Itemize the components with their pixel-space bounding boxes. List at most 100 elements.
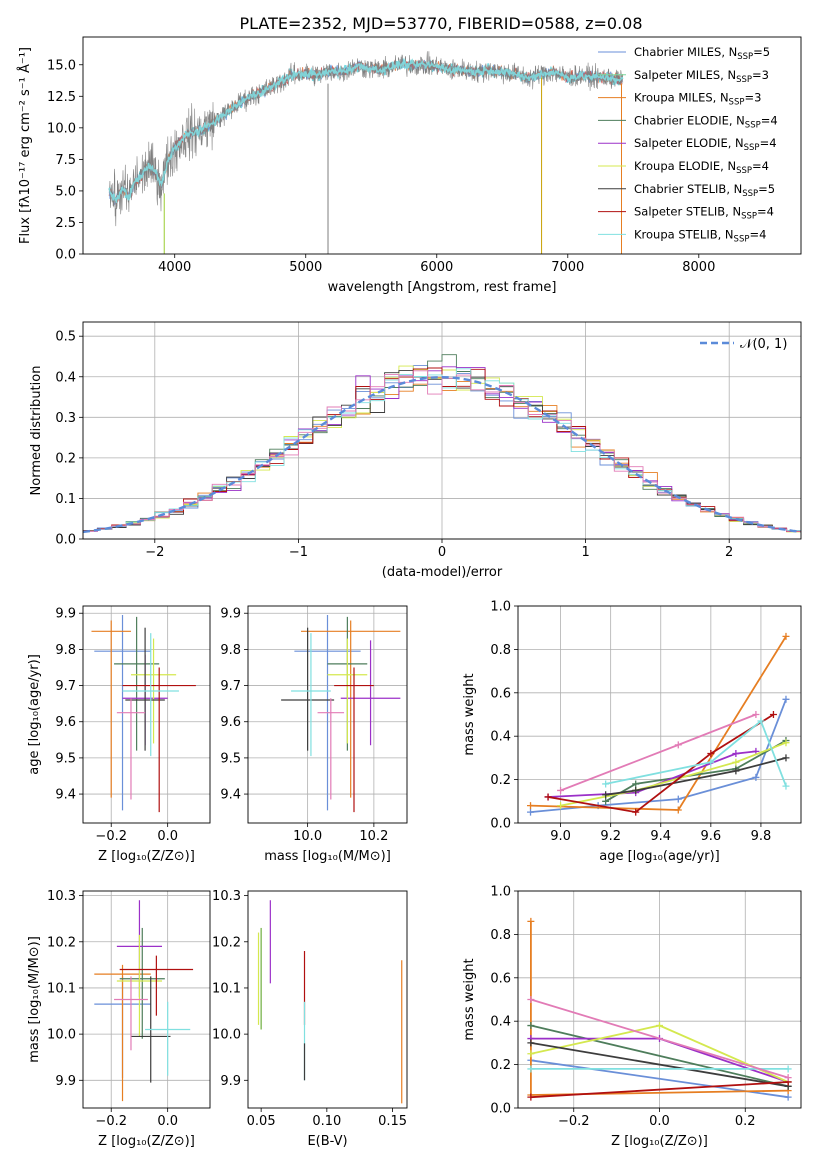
observed-spectrum-line (108, 51, 624, 227)
x-tick-label: 0.0 (157, 829, 178, 844)
axis-ticks: −0.2 0.0 0.2 0.0 0.2 0.4 0.6 0.8 1.0 (490, 885, 755, 1130)
axis-ticks: 9.0 9.2 9.4 9.6 9.8 0.0 0.2 0.4 0.6 0.8 1.0 (490, 600, 771, 845)
axes-frame (82, 605, 211, 824)
legend-subscript: SSP (737, 52, 753, 62)
legend-name: Chabrier STELIB, N (634, 182, 742, 196)
errorbar-point (317, 698, 345, 800)
y-tick-label: 9.9 (220, 607, 241, 622)
y-tick-label: 0.2 (55, 451, 76, 466)
mass-weight-marker (784, 1065, 792, 1073)
x-tick-label: 0.0 (157, 1114, 178, 1129)
y-axis-label: mass weight (462, 958, 477, 1040)
y-tick-label: 0.0 (55, 248, 76, 263)
legend-subscript: SSP (734, 234, 750, 244)
y-tick-label: 10.1 (47, 981, 76, 996)
plot-area (94, 900, 194, 1102)
y-axis-label: Normed distribution (29, 366, 44, 496)
y-tick-label: 9.9 (55, 607, 76, 622)
y-tick-label: 10.2 (47, 935, 76, 950)
axis-ticks: 4000 5000 6000 7000 8000 0.0 2.5 5.0 7.5 10.0 12.5… (47, 58, 715, 275)
y-tick-label: 0.0 (55, 533, 76, 548)
legend-name: Kroupa STELIB, N (634, 227, 734, 241)
x-tick-label: 9.2 (600, 829, 621, 844)
plot-area (527, 917, 792, 1101)
legend-entry-label: Salpeter MILES, NSSP=3 (634, 68, 769, 85)
mass-weight-marker (527, 802, 535, 810)
y-tick-label: 0.6 (490, 971, 511, 986)
mass-weight-marker (602, 791, 610, 799)
y-tick-label: 7.5 (55, 153, 76, 168)
legend-count: =4 (749, 227, 766, 241)
figure-title: PLATE=2352, MJD=53770, FIBERID=0588, z=0… (239, 14, 642, 33)
y-tick-label: 9.8 (55, 643, 76, 658)
mass-weight-marker (527, 1065, 535, 1073)
y-tick-label: 9.4 (55, 788, 76, 803)
x-tick-label: 9.8 (751, 829, 772, 844)
y-axis-label: mass [log₁₀(M/M⊙)] (27, 936, 42, 1063)
x-tick-label: 1 (581, 545, 589, 560)
x-tick-label: 0 (438, 545, 446, 560)
mass-weight-line (530, 1042, 789, 1088)
mass-weight-marker (656, 1022, 663, 1030)
x-tick-label: 2 (725, 545, 733, 560)
mass-weight-line (547, 713, 774, 814)
x-tick-label: 4000 (158, 260, 191, 275)
y-tick-label: 0.0 (490, 817, 511, 832)
mass-weight-line (605, 757, 787, 796)
mass-weight-marker (707, 750, 715, 758)
y-tick-label: 9.7 (55, 679, 76, 694)
legend-subscript: SSP (729, 98, 745, 108)
chart-mass-vs-EBV: 0.05 0.10 0.15 9.9 10.0 10.1 10.2 10.3 E(B-V) (212, 889, 408, 1149)
y-axis-label: age [log₁₀(age/yr)] (27, 654, 42, 775)
errorbar-point (340, 640, 401, 746)
chart-weight-vs-age: 9.0 9.2 9.4 9.6 9.8 0.0 0.2 0.4 0.6 0.8 1.0 age [lo… (462, 600, 802, 864)
mass-weight-marker (782, 632, 790, 640)
y-tick-label: 9.6 (55, 715, 76, 730)
errorbar-point (116, 934, 163, 1037)
x-tick-label: 8000 (682, 260, 715, 275)
y-tick-label: 10.0 (212, 1028, 241, 1043)
y-tick-label: 5.0 (55, 184, 76, 199)
y-tick-label: 9.5 (220, 751, 241, 766)
legend-count: =4 (757, 205, 774, 219)
x-axis-label: age [log₁₀(age/yr)] (599, 849, 720, 864)
legend-entry-label: Kroupa ELODIE, NSSP=4 (634, 159, 769, 176)
x-axis-label: Z [log₁₀(Z/Z⊙)] (98, 1134, 195, 1149)
y-tick-label: 9.9 (220, 1074, 241, 1089)
legend-name: Salpeter MILES, N (634, 68, 736, 82)
axes-frame (82, 321, 802, 540)
legend-name: Salpeter ELODIE, N (634, 136, 744, 150)
legend-name: Kroupa ELODIE, N (634, 159, 736, 173)
mass-weight-marker (632, 786, 640, 794)
legend-count: =5 (753, 45, 770, 59)
mass-weight-marker (782, 739, 790, 747)
errorbar-point (281, 627, 335, 751)
normal-curve-line (83, 375, 801, 534)
axes-frame (247, 890, 408, 1109)
mass-weight-marker (757, 717, 765, 725)
errorbar-point (114, 976, 148, 1051)
y-axis-label: mass weight (462, 673, 477, 755)
mass-weight-marker (544, 793, 552, 801)
legend-entry-label: Salpeter ELODIE, NSSP=4 (634, 136, 777, 153)
x-tick-label: 9.0 (550, 829, 571, 844)
chart-age-vs-mass: 10.0 10.2 9.4 9.5 9.6 9.7 9.8 9.9 mass [log₁₀(M/… (220, 605, 408, 864)
mass-weight-marker (674, 806, 682, 814)
legend-subscript: SSP (741, 212, 757, 222)
legend-entry-label: Kroupa STELIB, NSSP=4 (634, 227, 766, 244)
x-tick-label: −2 (145, 545, 164, 560)
x-tick-label: −0.2 (95, 829, 127, 844)
gridlines (518, 890, 801, 1109)
errorbar-point (94, 964, 151, 1102)
errorbar-point (119, 927, 165, 1039)
errorbar-point (125, 627, 165, 751)
mass-weight-marker (602, 797, 610, 805)
y-tick-label: 12.5 (47, 90, 76, 105)
x-tick-label: 0.15 (378, 1114, 407, 1129)
mass-weight-marker (782, 782, 790, 790)
legend-count: =4 (761, 113, 778, 127)
axis-ticks: 0.05 0.10 0.15 9.9 10.0 10.1 10.2 10.3 (212, 889, 407, 1129)
mass-weight-marker (732, 767, 740, 775)
